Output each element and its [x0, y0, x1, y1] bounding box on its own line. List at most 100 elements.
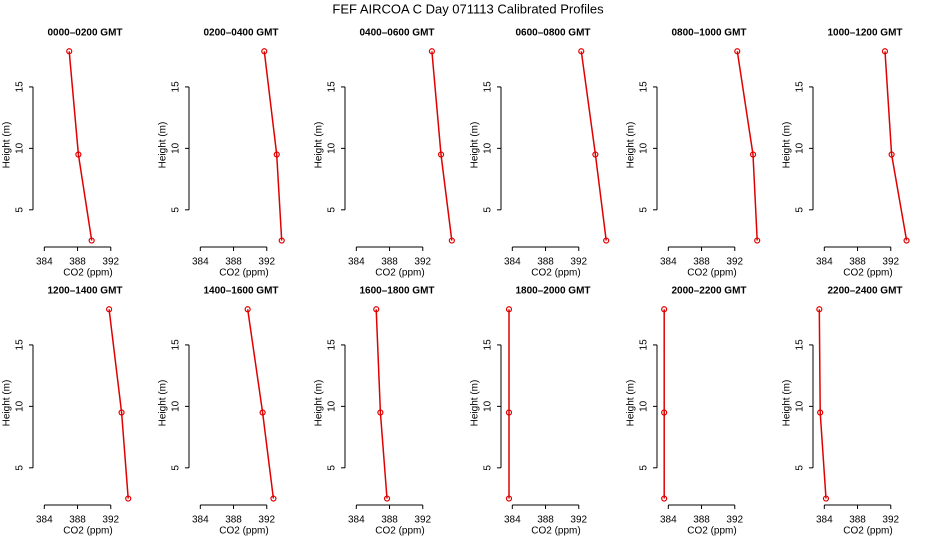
x-tick-label: 392 [726, 257, 743, 268]
y-axis-label: Height (m) [2, 122, 13, 169]
data-point [125, 495, 132, 502]
panel: 0400–0600 GMT 5 10 15 Height (m) 384 388 392CO2… [314, 28, 455, 279]
panel-title: 1800–2000 GMT [515, 286, 590, 297]
chart-title: FEF AIRCOA C Day 071113 Calibrated Profi… [332, 1, 604, 16]
panel: 0600–0800 GMT 5 10 15 Height (m) 384 388 392CO2… [470, 28, 610, 279]
x-axis-label: CO2 (ppm) [375, 526, 424, 537]
y-axis-label: Height (m) [626, 122, 637, 169]
data-point [822, 495, 830, 502]
panel: 2200–2400 GMT 5 10 15 Height (m) 384 388 392CO2… [782, 286, 903, 537]
data-point [88, 237, 95, 244]
x-tick-label: 388 [849, 257, 866, 268]
data-point [278, 237, 285, 244]
data-point [881, 48, 889, 55]
y-axis-label: Height (m) [470, 122, 481, 169]
panel-title: 1000–1200 GMT [827, 28, 902, 39]
data-point [118, 409, 125, 416]
x-tick-label: 392 [414, 257, 431, 268]
data-point [817, 409, 824, 416]
data-point [505, 409, 513, 416]
x-axis-label: CO2 (ppm) [843, 268, 892, 279]
y-tick-label: 10 [795, 142, 806, 154]
data-point [661, 306, 668, 313]
y-tick-label: 10 [171, 142, 182, 154]
y-tick-label: 15 [171, 81, 182, 93]
panel-title: 1200–1400 GMT [47, 286, 122, 297]
panel: 0800–1000 GMT 5 10 15 Height (m) 384 388 392CO2… [626, 28, 761, 279]
data-point [603, 237, 610, 244]
y-tick-label: 15 [327, 81, 338, 93]
y-tick-label: 15 [15, 339, 26, 351]
panel-title: 0000–0200 GMT [47, 28, 122, 39]
x-axis-label: CO2 (ppm) [375, 268, 424, 279]
panel: 0000–0200 GMT 5 10 15 Height (m) 384 388 392CO2… [2, 28, 123, 279]
data-point [383, 495, 391, 502]
x-tick-label: 384 [504, 515, 521, 526]
y-tick-label: 5 [327, 207, 338, 213]
data-point [428, 48, 436, 55]
y-tick-label: 5 [171, 207, 182, 213]
panel: 1200–1400 GMT 5 10 15 Height (m) 384 388 392CO2… [2, 286, 132, 537]
x-tick-label: 392 [726, 515, 743, 526]
x-axis-label: CO2 (ppm) [63, 526, 112, 537]
x-tick-label: 392 [102, 257, 119, 268]
data-point [505, 495, 513, 502]
panel-title: 0400–0600 GMT [359, 28, 434, 39]
y-tick-label: 15 [795, 81, 806, 93]
x-tick-label: 388 [69, 257, 86, 268]
y-tick-label: 10 [483, 400, 494, 412]
data-point [270, 495, 277, 502]
panel: 1400–1600 GMT 5 10 15 Height (m) 384 388 392CO2… [158, 286, 279, 537]
data-point [578, 48, 585, 55]
x-axis-label: CO2 (ppm) [531, 268, 580, 279]
x-axis-label: CO2 (ppm) [219, 526, 268, 537]
x-tick-label: 388 [69, 515, 86, 526]
data-point [749, 151, 757, 158]
y-tick-label: 10 [639, 142, 650, 154]
profile-line [246, 309, 275, 499]
data-point [592, 151, 599, 158]
y-tick-label: 5 [15, 207, 26, 213]
profile-line [736, 51, 758, 241]
y-tick-label: 10 [15, 142, 26, 154]
data-point [661, 409, 668, 416]
y-axis-label: Height (m) [2, 380, 13, 427]
x-tick-label: 392 [570, 515, 587, 526]
y-tick-label: 10 [15, 400, 26, 412]
y-tick-label: 5 [483, 465, 494, 471]
x-tick-label: 392 [258, 257, 275, 268]
profile-line [263, 51, 283, 241]
panel: 1800–2000 GMT 5 10 15 Height (m) 384 388 392CO2… [470, 286, 591, 537]
data-point [437, 151, 445, 158]
panel: 1600–1800 GMT 5 10 15 Height (m) 384 388 392CO2… [314, 286, 435, 537]
y-tick-label: 15 [639, 339, 650, 351]
panel: 1000–1200 GMT 5 10 15 Height (m) 384 388 392CO2… [782, 28, 910, 279]
x-tick-label: 388 [225, 257, 242, 268]
data-point [661, 495, 668, 502]
y-axis-label: Height (m) [158, 380, 169, 427]
x-tick-label: 384 [504, 257, 521, 268]
profile-line [884, 51, 908, 241]
y-axis-label: Height (m) [314, 380, 325, 427]
y-tick-label: 10 [483, 142, 494, 154]
y-tick-label: 5 [639, 465, 650, 471]
data-point [448, 237, 455, 244]
panel-title: 1400–1600 GMT [203, 286, 278, 297]
x-tick-label: 384 [36, 257, 53, 268]
x-axis-label: CO2 (ppm) [219, 268, 268, 279]
data-point [373, 306, 380, 313]
panel: 2000–2200 GMT 5 10 15 Height (m) 384 388 392CO2… [626, 286, 747, 537]
panel-title: 0200–0400 GMT [203, 28, 278, 39]
y-tick-label: 15 [795, 339, 806, 351]
x-tick-label: 392 [882, 515, 899, 526]
x-tick-label: 392 [102, 515, 119, 526]
x-axis-label: CO2 (ppm) [843, 526, 892, 537]
x-tick-label: 388 [537, 257, 554, 268]
y-tick-label: 10 [795, 400, 806, 412]
y-tick-label: 15 [483, 81, 494, 93]
data-point [75, 151, 82, 158]
y-tick-label: 5 [795, 207, 806, 213]
x-tick-label: 388 [849, 515, 866, 526]
x-axis-label: CO2 (ppm) [687, 526, 736, 537]
y-tick-label: 10 [639, 400, 650, 412]
